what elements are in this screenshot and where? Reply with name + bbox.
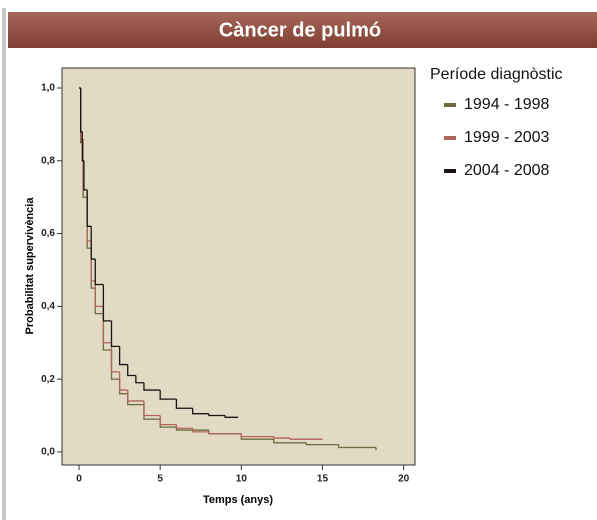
legend-label: 1999 - 2003 [464, 129, 550, 146]
x-axis-label: Temps (anys) [203, 494, 273, 506]
survival-step [159, 415, 177, 426]
survival-step [94, 280, 104, 307]
chart-title: Càncer de pulmó [219, 19, 381, 41]
survival-step [273, 439, 307, 444]
survival-step [192, 408, 209, 415]
survival-step [175, 424, 193, 429]
x-tick-label: 5 [157, 474, 163, 485]
survival-step [81, 131, 84, 162]
survival-step [110, 342, 120, 373]
survival-step [208, 431, 242, 435]
title-banner [8, 12, 597, 48]
survival-step [240, 433, 274, 438]
y-tick-label: 0,2 [41, 374, 55, 385]
survival-step [86, 189, 92, 227]
legend-label: 2004 - 2008 [464, 162, 550, 179]
survival-step [90, 226, 96, 260]
survival-step [273, 436, 291, 439]
survival-step [289, 438, 323, 440]
x-tick-label: 10 [236, 474, 248, 485]
plot-area [61, 67, 416, 466]
survival-step [94, 259, 104, 286]
survival-step [80, 88, 83, 133]
survival-step [175, 399, 193, 409]
x-tick-label: 15 [317, 474, 329, 485]
y-tick-label: 0,6 [41, 228, 55, 239]
survival-step [118, 346, 128, 366]
survival-step [127, 364, 136, 377]
y-axis-label: Probabilitat supervivència [24, 197, 36, 335]
survival-step [159, 390, 177, 400]
survival-step [110, 320, 120, 348]
y-tick-label: 0,0 [41, 447, 55, 458]
survival-step [305, 442, 339, 446]
legend-title: Període diagnòstic [430, 66, 563, 83]
legend-label: 1994 - 1998 [464, 96, 550, 113]
y-tick-label: 1,0 [41, 83, 55, 94]
survival-step [102, 284, 112, 322]
survival-step [208, 413, 226, 417]
y-tick-label: 0,4 [41, 301, 55, 312]
survival-step [127, 390, 144, 402]
survival-step [118, 371, 128, 391]
survival-step [135, 375, 144, 384]
survival-step [143, 382, 161, 391]
frame-edge [2, 8, 6, 520]
y-tick-label: 0,8 [41, 155, 55, 166]
survival-step [224, 415, 239, 418]
survival-step [143, 400, 161, 417]
x-tick-label: 20 [398, 474, 410, 485]
x-tick-label: 0 [76, 474, 82, 485]
survival-step [338, 444, 377, 449]
survival-step [192, 428, 209, 433]
survival-step [83, 160, 88, 191]
